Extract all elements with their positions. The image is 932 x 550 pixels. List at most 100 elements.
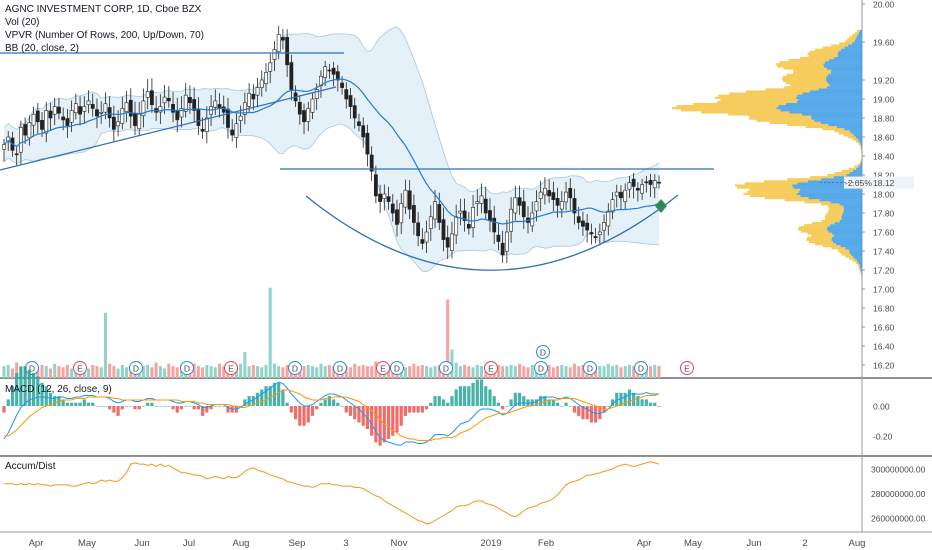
candle-body bbox=[543, 188, 547, 196]
vpvr-up-bar bbox=[850, 253, 862, 256]
vpvr-down-bar bbox=[764, 196, 809, 200]
volume-bar bbox=[218, 363, 222, 378]
macd-histogram-bar bbox=[44, 386, 48, 406]
volume-bar bbox=[433, 366, 437, 378]
candle-body bbox=[395, 209, 399, 225]
macd-histogram-bar bbox=[298, 406, 302, 426]
time-tick-label: 3 bbox=[343, 538, 348, 549]
dividend-marker bbox=[534, 361, 548, 375]
candle-body bbox=[281, 37, 285, 41]
volume-bar bbox=[598, 366, 602, 378]
vpvr-up-bar bbox=[856, 36, 862, 39]
macd-histogram-bar bbox=[78, 402, 82, 406]
macd-histogram-bar bbox=[403, 406, 408, 416]
volume-bar bbox=[205, 364, 209, 378]
price-tick-label: 16.20 bbox=[873, 361, 895, 371]
macd-histogram-bar bbox=[458, 386, 462, 406]
accum-dist-indicator-label[interactable]: Accum/Dist bbox=[5, 461, 56, 472]
vpvr-up-bar bbox=[837, 52, 862, 55]
candle-body bbox=[65, 118, 70, 126]
macd-histogram-bar bbox=[378, 406, 382, 446]
volume-bar bbox=[108, 363, 112, 378]
volume-bar bbox=[564, 366, 568, 378]
candle-body bbox=[568, 188, 573, 199]
volume-bar bbox=[87, 368, 91, 378]
candle-body bbox=[378, 193, 382, 202]
vpvr-up-bar bbox=[798, 190, 862, 193]
vpvr-down-bar bbox=[805, 125, 837, 129]
candle-body bbox=[23, 124, 28, 136]
vpvr-down-bar bbox=[848, 136, 856, 139]
vpvr-down-bar bbox=[849, 36, 857, 39]
bollinger-indicator-label[interactable]: BB (20, close, 2) bbox=[5, 43, 79, 54]
earnings-marker bbox=[73, 361, 87, 375]
volume-indicator-label[interactable]: Vol (20) bbox=[5, 17, 40, 28]
vpvr-indicator-label[interactable]: VPVR (Number Of Rows, 200, Up/Down, 70) bbox=[5, 30, 204, 41]
vpvr-up-bar bbox=[823, 65, 862, 68]
volume-bars bbox=[2, 287, 661, 378]
candle-body bbox=[171, 104, 175, 113]
volume-bar bbox=[239, 363, 243, 378]
macd-histogram-bar bbox=[306, 406, 310, 423]
vpvr-up-bar bbox=[848, 44, 862, 47]
volume-bar bbox=[57, 366, 61, 378]
price-tick-label: 18.20 bbox=[873, 171, 895, 181]
volume-bar bbox=[112, 366, 116, 378]
chart-title[interactable]: AGNC INVESTMENT CORP, 1D, Cboe BZX bbox=[5, 4, 202, 15]
macd-histogram-bar bbox=[205, 406, 209, 413]
vpvr-up-bar bbox=[792, 184, 862, 187]
vpvr-down-bar bbox=[815, 48, 841, 51]
candle-body bbox=[538, 191, 543, 199]
vpvr-up-bar bbox=[860, 142, 862, 145]
volume-bar bbox=[175, 367, 179, 378]
candle-body bbox=[479, 195, 484, 204]
vpvr-down-bar bbox=[737, 186, 794, 189]
earnings-marker bbox=[484, 361, 498, 375]
macd-histogram-bar bbox=[150, 402, 154, 406]
vpvr-down-bar bbox=[775, 63, 824, 66]
macd-histogram-bar bbox=[260, 389, 264, 406]
time-tick-label: 2019 bbox=[480, 538, 501, 549]
candle-body bbox=[213, 100, 218, 108]
vpvr-up-bar bbox=[830, 71, 862, 74]
vpvr-down-bar bbox=[786, 82, 828, 85]
vpvr-down-bar bbox=[811, 222, 835, 225]
volume-bar bbox=[463, 364, 467, 378]
volume-bar bbox=[116, 368, 120, 378]
macd-histogram-bar bbox=[129, 406, 133, 407]
candle-body bbox=[120, 108, 125, 124]
volume-bar bbox=[319, 363, 323, 378]
vpvr-up-bar bbox=[842, 213, 862, 216]
vpvr-down-bar bbox=[676, 105, 779, 108]
vpvr-up-bar bbox=[849, 171, 862, 175]
macd-histogram-bar bbox=[167, 406, 171, 407]
volume-bar bbox=[425, 366, 429, 378]
vpvr-up-bar bbox=[831, 238, 862, 241]
vpvr-down-bar bbox=[810, 176, 834, 179]
vpvr-up-bar bbox=[851, 132, 862, 135]
volume-bar bbox=[606, 363, 610, 378]
vpvr-up-bar bbox=[843, 207, 862, 210]
bollinger-lower bbox=[3, 124, 660, 273]
vpvr-up-bar bbox=[802, 92, 862, 95]
macd-histogram-bar bbox=[209, 406, 213, 410]
candle-body bbox=[141, 100, 146, 117]
macd-histogram-bar bbox=[648, 402, 653, 406]
volume-bar bbox=[361, 364, 365, 378]
candle-body bbox=[488, 210, 492, 221]
time-tick-label: Aug bbox=[233, 538, 250, 549]
vpvr-down-bar bbox=[821, 219, 840, 223]
price-tick-label: 17.60 bbox=[873, 228, 895, 238]
macd-histogram-bar bbox=[412, 406, 416, 413]
vpvr-down-bar bbox=[827, 205, 844, 208]
macd-indicator-label[interactable]: MACD (12, 26, close, 9) bbox=[5, 384, 112, 395]
dividend-marker bbox=[288, 361, 302, 375]
vpvr-down-bar bbox=[843, 134, 854, 137]
bollinger-upper bbox=[3, 26, 660, 195]
volume-bar bbox=[196, 366, 200, 378]
volume-bar bbox=[471, 367, 475, 378]
macd-histogram-bar bbox=[315, 406, 319, 410]
macd-histogram-bar bbox=[19, 366, 23, 406]
volume-bar bbox=[480, 366, 484, 378]
